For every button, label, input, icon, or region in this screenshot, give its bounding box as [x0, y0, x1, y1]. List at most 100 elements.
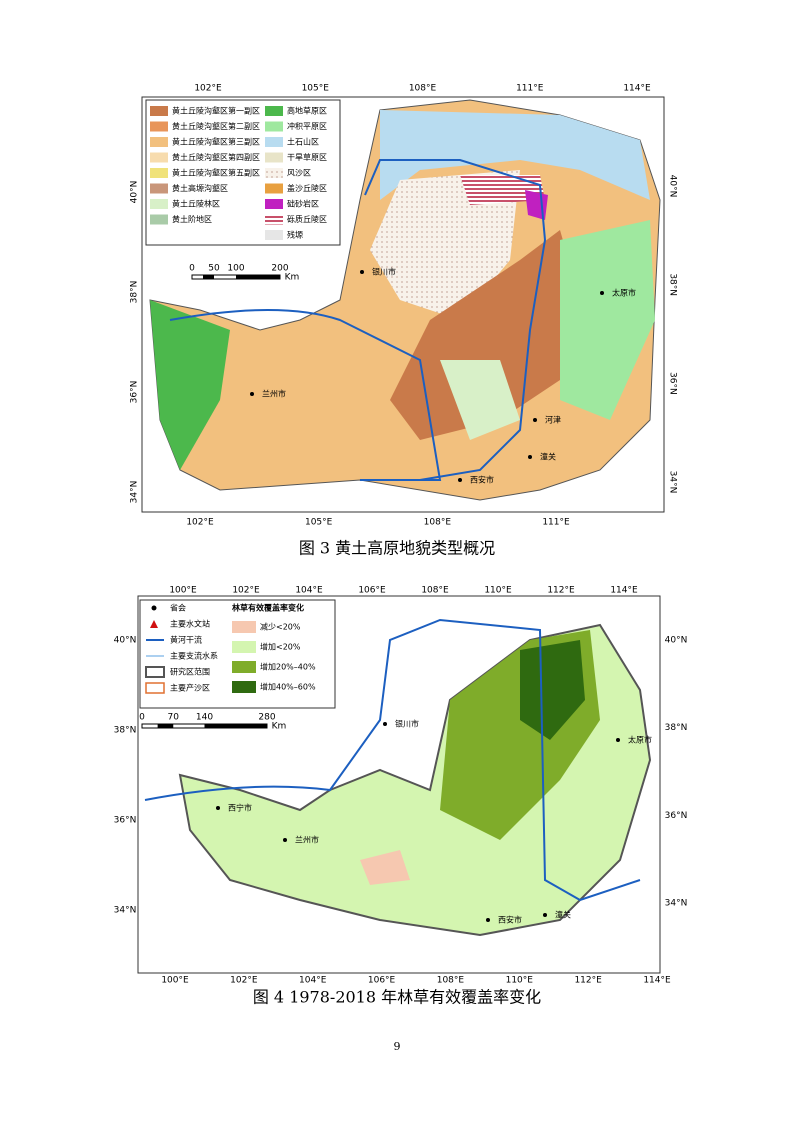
lat-label: 36°N	[130, 381, 140, 404]
place-label: 西安市	[498, 915, 522, 925]
lon-label: 114°E	[623, 84, 651, 94]
legend-swatch	[265, 168, 283, 178]
river	[144, 618, 641, 902]
lon-label: 111°E	[516, 84, 544, 94]
lat-label: 38°N	[668, 273, 678, 296]
decrease	[360, 850, 410, 885]
legend-label: 风沙区	[287, 169, 311, 178]
lat-label: 36°N	[668, 372, 678, 395]
legend-swatch	[232, 681, 256, 693]
caption: 图 3 黄土高原地貌类型概况	[299, 539, 495, 558]
scale-label: 0	[189, 264, 195, 274]
legend-label: 干旱草原区	[287, 152, 327, 162]
place-label: 河津	[545, 415, 561, 425]
lat-label: 40°N	[665, 636, 688, 646]
legend-swatch	[265, 121, 283, 132]
legend-label: 黄土丘陵沟壑区第三副区	[172, 137, 260, 147]
place-dot	[533, 418, 537, 422]
legend-swatch	[265, 183, 283, 194]
place-label: 潼关	[540, 452, 556, 462]
lon-label: 105°E	[302, 84, 330, 94]
lon-label: 108°E	[424, 518, 452, 528]
place-label: 太原市	[628, 735, 652, 745]
lon-label: 108°E	[421, 586, 449, 596]
legend-title: 林草有效覆盖率变化	[232, 603, 304, 613]
lat-label: 38°N	[114, 726, 137, 736]
legend-label: 高地草原区	[287, 106, 327, 116]
legend-label: 残塬	[287, 230, 303, 240]
lat-label: 34°N	[668, 471, 678, 494]
scale-label: Km	[285, 273, 300, 283]
legend-symbol	[145, 682, 165, 694]
legend-label: 土石山区	[287, 137, 319, 147]
lon-label: 110°E	[484, 586, 512, 596]
lon-label: 114°E	[643, 976, 671, 986]
legend-swatch	[150, 121, 168, 132]
legend-label: 黄河干流	[170, 635, 202, 645]
place-label: 西安市	[470, 475, 494, 485]
legend-swatch	[265, 152, 283, 163]
legend-swatch	[265, 106, 283, 116]
lat-label: 34°N	[130, 481, 140, 504]
lon-label: 112°E	[574, 976, 602, 986]
place-dot	[216, 806, 220, 810]
page-number: 9	[394, 1040, 401, 1053]
legend-swatch	[232, 641, 256, 653]
legend-label: 增加<20%	[260, 642, 301, 652]
legend-swatch	[232, 661, 256, 673]
legend-swatch	[232, 621, 256, 633]
legend-label: 减少<20%	[260, 622, 301, 632]
legend-symbol	[145, 666, 165, 678]
grassland	[150, 300, 230, 470]
scale-bar	[203, 275, 214, 279]
lon-label: 106°E	[358, 586, 386, 596]
legend-label: 主要水文站	[170, 619, 210, 629]
mountains	[380, 110, 650, 200]
legend-label: 黄土丘陵林区	[172, 199, 220, 209]
lat-label: 34°N	[114, 906, 137, 916]
place-label: 西宁市	[228, 803, 252, 813]
lat-label: 34°N	[665, 899, 688, 909]
place-dot	[383, 722, 387, 726]
place-dot	[486, 918, 490, 922]
place-dot	[543, 913, 547, 917]
legend-label: 省会	[170, 603, 186, 613]
scale-bar	[236, 275, 280, 279]
lat-label: 36°N	[665, 811, 688, 821]
scale-label: 100	[227, 264, 244, 274]
lat-label: 38°N	[130, 281, 140, 304]
legend-swatch	[150, 137, 168, 147]
legend-label: 黄土丘陵沟壑区第五副区	[172, 168, 260, 178]
legend-label: 增加20%–40%	[260, 662, 316, 672]
scale-label: 70	[168, 713, 180, 723]
zone-1	[390, 230, 580, 440]
lon-label: 100°E	[169, 586, 197, 596]
river	[169, 309, 442, 481]
scale-label: 200	[271, 264, 288, 274]
place-dot	[250, 392, 254, 396]
legend-label: 主要产沙区	[170, 683, 210, 693]
lon-label: 102°E	[230, 976, 258, 986]
scale-bar	[204, 724, 267, 728]
legend-symbol	[151, 605, 157, 611]
place-label: 兰州市	[262, 389, 286, 399]
lat-label: 40°N	[668, 175, 678, 198]
lat-label: 36°N	[114, 816, 137, 826]
map-1: 黄土丘陵沟壑区第一副区黄土丘陵沟壑区第二副区黄土丘陵沟壑区第三副区黄土丘陵沟壑区…	[141, 96, 665, 513]
plain	[560, 220, 655, 420]
lon-label: 104°E	[299, 976, 327, 986]
lon-label: 114°E	[610, 586, 638, 596]
caption: 图 4 1978-2018 年林草有效覆盖率变化	[253, 988, 541, 1007]
place-dot	[616, 738, 620, 742]
scale-label: 140	[196, 713, 213, 723]
scale-label: 0	[139, 713, 145, 723]
scale-label: 50	[208, 264, 220, 274]
forest	[440, 360, 520, 440]
scale-label: Km	[272, 722, 287, 732]
legend-swatch	[265, 137, 283, 147]
legend-label: 黄土丘陵沟壑区第一副区	[172, 106, 260, 116]
place-dot	[600, 291, 604, 295]
lon-label: 112°E	[547, 586, 575, 596]
